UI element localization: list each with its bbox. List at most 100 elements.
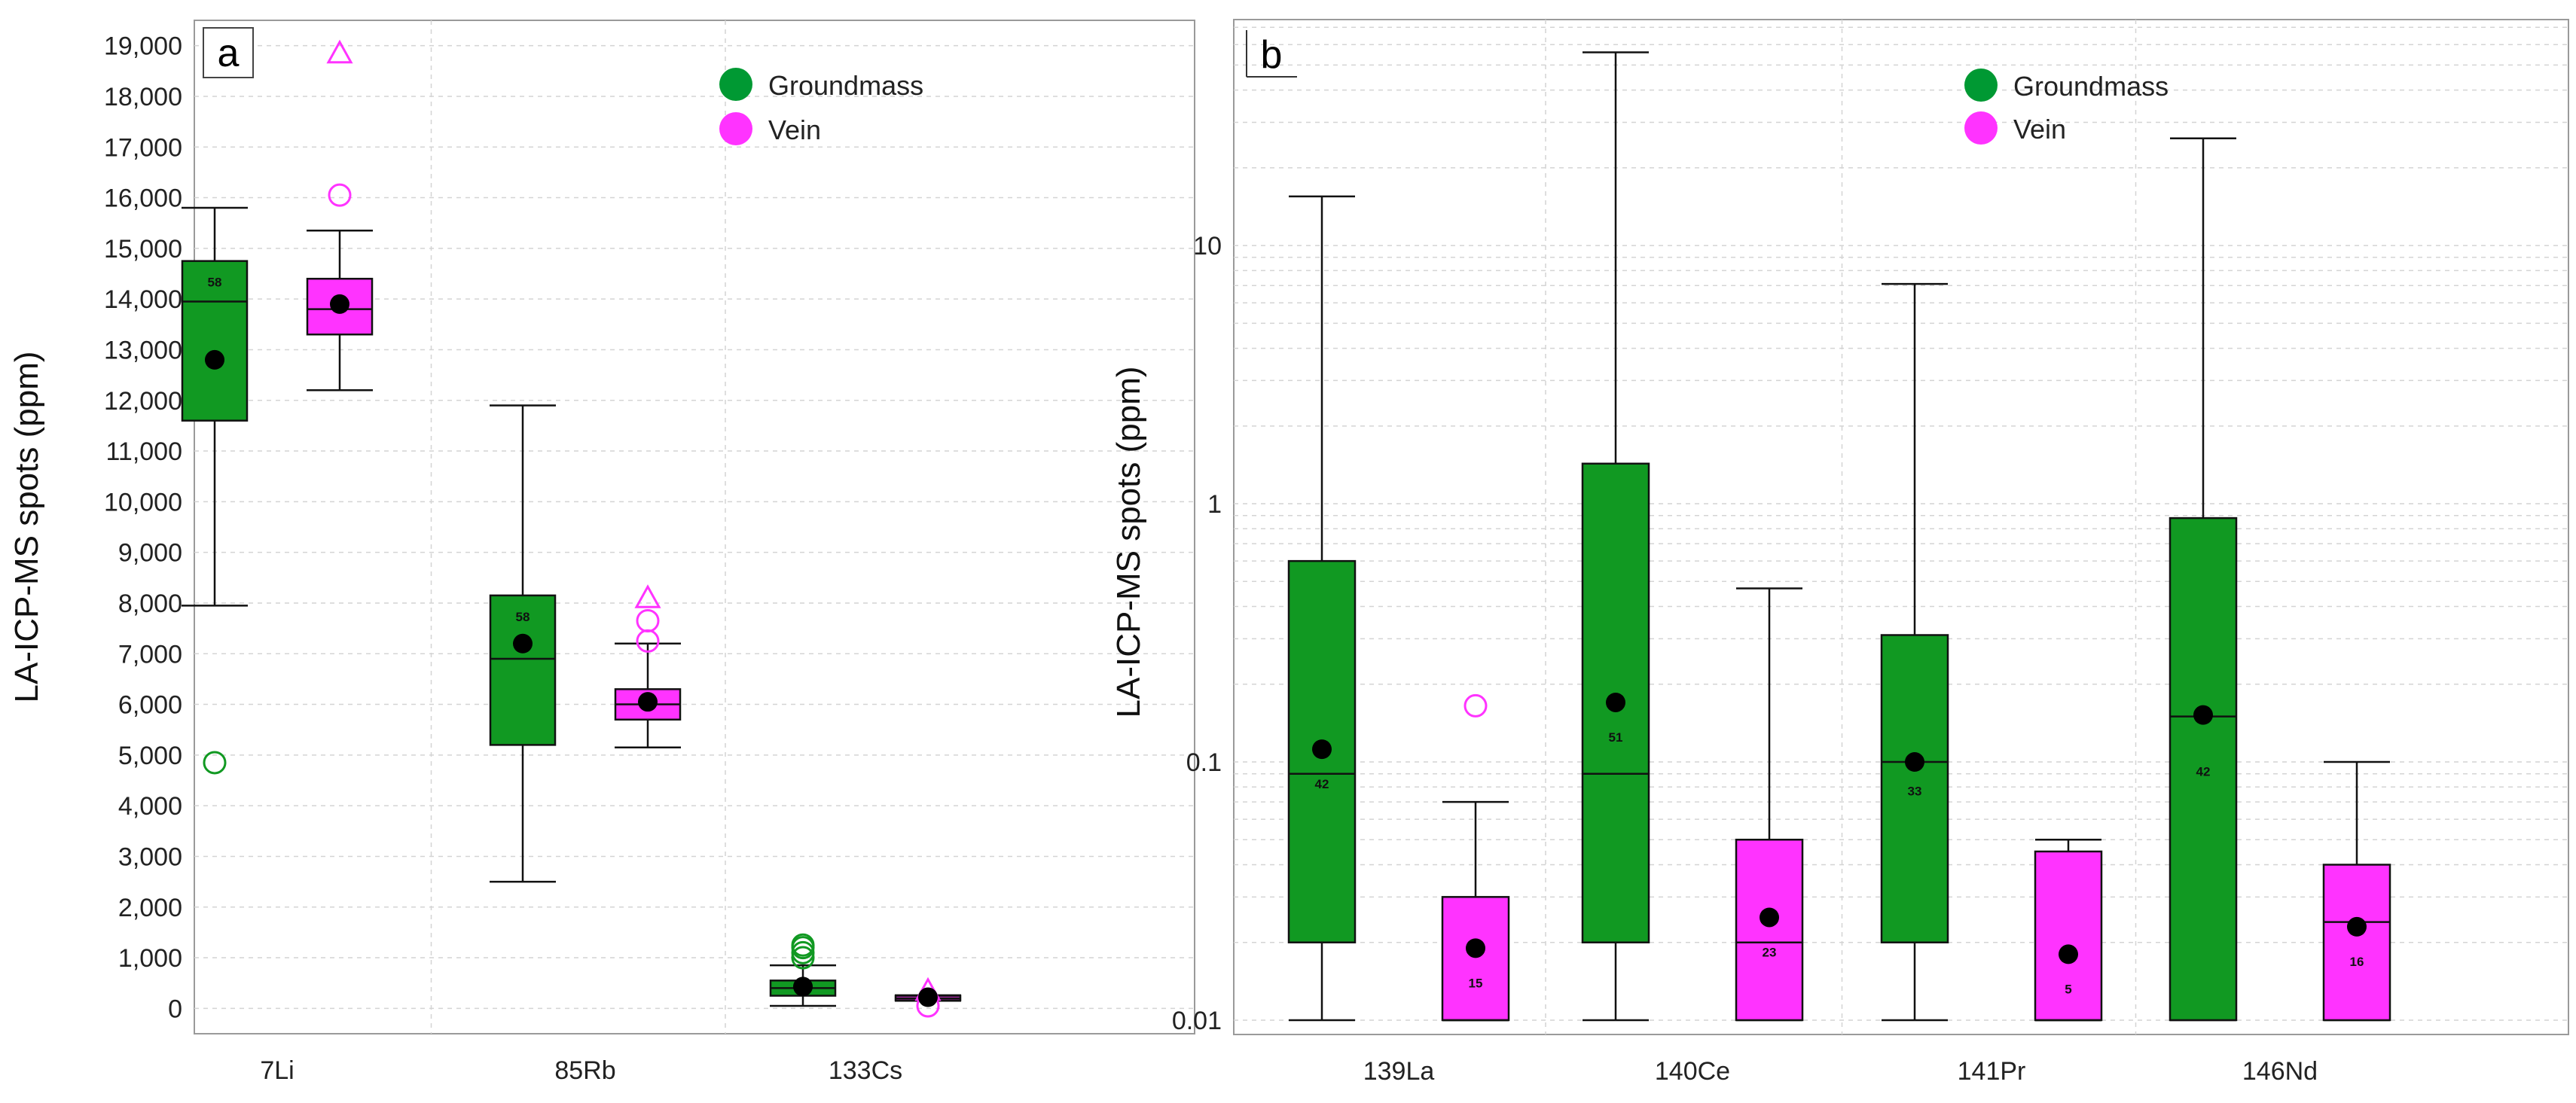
x-tick-label: 140Ce [1655,1057,1730,1086]
box-vein-141Pr: 5 [2034,838,2103,1022]
y-tick-label: 4,000 [118,792,182,821]
y-tick-label: 14,000 [104,285,182,314]
y-tick-label: 10,000 [104,488,182,516]
y-tick-label: 5,000 [118,742,182,770]
box-body [181,260,249,422]
sample-count-label: 23 [1763,945,1777,959]
mean-point [2347,916,2367,937]
outlier-point [1463,693,1488,718]
outlier-point [791,933,815,957]
y-tick-label: 15,000 [104,235,182,264]
outlier-point [791,940,815,964]
sample-count-label: 5 [2065,982,2071,996]
y-tick-label: 8,000 [118,590,182,618]
panel-b-label: b [1261,33,1283,77]
panel-a-legend: Groundmass Vein [719,68,923,145]
box-vein-139La: 15 [1441,693,1510,1022]
box-body [1441,896,1510,1022]
panel-a-gridlines [194,20,1195,1034]
box-vein-146Nd: 16 [2322,760,2391,1022]
y-tick-label: 19,000 [104,32,182,61]
outlier-point [328,183,352,207]
sample-count-label: 42 [1315,777,1329,791]
y-tick-label: 17,000 [104,133,182,162]
box-body [1735,838,1804,1022]
x-tick-label: 146Nd [2242,1057,2318,1086]
mean-point [2193,705,2213,725]
mean-point [793,977,813,997]
mean-point [205,349,224,370]
box-body [1880,634,1949,943]
panel-b: 42 51 33 42 15 23 5 16 0.01 0.1 1 10 139La 140Ce 141… [1110,19,2569,1086]
x-tick-label: 139La [1363,1057,1435,1086]
mean-point [330,294,349,314]
panel-a-legend-vein-marker [719,112,752,145]
mean-point [638,692,658,712]
x-tick-label: 133Cs [829,1056,902,1085]
outlier-point [636,609,660,633]
box-groundmass-133Cs [769,933,837,1007]
panel-a-legend-vein-label: Vein [768,114,821,145]
y-tick-label: 18,000 [104,83,182,111]
mean-point [1606,692,1625,712]
mean-point [1905,752,1924,772]
outlier-point [203,751,227,775]
box-body [2322,864,2391,1022]
panel-b-legend-vein-marker [1964,111,1998,145]
panel-b-marks: 42 51 33 42 15 23 5 16 [1287,51,2391,1022]
outlier-extreme [634,584,661,608]
y-tick-label: 9,000 [118,539,182,568]
mean-point [918,987,938,1007]
y-tick-label: 0 [168,995,182,1023]
box-groundmass-141Pr: 33 [1880,282,1949,1022]
y-tick-label: 1 [1207,490,1222,519]
mean-point [1312,739,1332,760]
sample-count-label: 51 [1609,730,1623,745]
box-body [2169,516,2238,1022]
sample-count-label: 15 [1469,976,1483,990]
panel-a-x-ticks: 7Li 85Rb 133Cs [260,1056,902,1085]
panel-a-plot-area [194,20,1195,1034]
panel-a-y-ticks: 0 1,000 2,000 3,000 4,000 5,000 6,000 7,000 8,00… [104,32,182,1024]
box-groundmass-7Li: 58 [181,206,249,775]
panel-a-label: a [218,32,240,75]
box-groundmass-146Nd: 42 [2169,137,2238,1022]
box-vein-140Ce: 23 [1735,587,1804,1022]
y-tick-label: 6,000 [118,691,182,720]
panel-a-legend-groundmass-label: Groundmass [768,70,923,101]
x-tick-label: 7Li [260,1056,294,1085]
panel-b-y-axis-label: LA-ICP-MS spots (ppm) [1110,367,1147,718]
sample-count-label: 16 [2350,955,2364,969]
y-tick-label: 3,000 [118,842,182,871]
mean-point [2059,944,2078,964]
sample-count-label: 58 [208,276,222,290]
panel-b-legend: Groundmass Vein [1964,69,2169,145]
box-vein-7Li: 82 [306,39,374,392]
y-tick-label: 10 [1193,232,1222,261]
mean-point [513,633,533,654]
outlier-point [791,946,815,970]
y-tick-label: 2,000 [118,894,182,922]
panel-b-y-ticks: 0.01 0.1 1 10 [1172,232,1222,1035]
box-vein-133Cs [894,977,962,1018]
y-tick-label: 0.01 [1172,1007,1222,1035]
y-tick-label: 12,000 [104,387,182,416]
y-tick-label: 16,000 [104,184,182,213]
panel-b-legend-vein-label: Vein [2013,114,2066,145]
panel-a-legend-groundmass-marker [719,68,752,101]
sample-count-label: 33 [1908,785,1922,799]
box-groundmass-85Rb: 58 [489,404,557,883]
y-tick-label: 11,000 [106,437,182,466]
box-groundmass-140Ce: 51 [1581,51,1650,1022]
box-vein-85Rb [614,584,682,749]
y-tick-label: 13,000 [104,336,182,364]
mean-point [1466,938,1485,958]
box-body [2034,850,2103,1022]
panel-a-marks: 58 58 82 [181,39,962,1018]
panel-a-label-box [203,27,254,78]
y-tick-label: 1,000 [118,944,182,973]
panel-a-y-axis-label: LA-ICP-MS spots (ppm) [8,352,45,703]
y-tick-label: 0.1 [1186,748,1222,777]
panel-b-legend-groundmass-marker [1964,69,1998,102]
